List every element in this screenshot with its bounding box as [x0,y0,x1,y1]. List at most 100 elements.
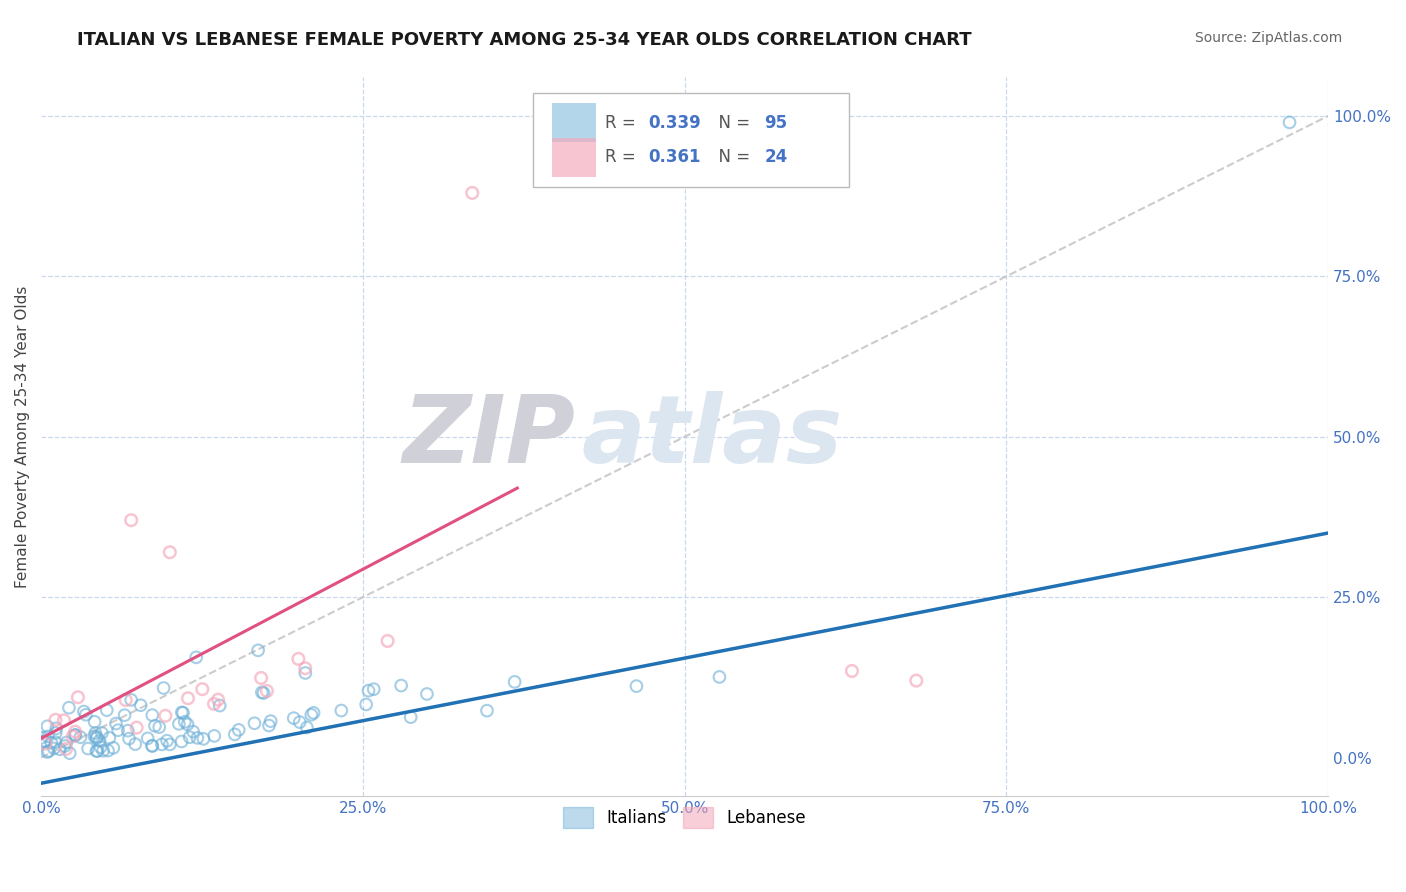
Point [202,729,225,743]
Point [125,721,148,735]
Point [287,652,309,666]
FancyBboxPatch shape [553,137,596,177]
Point [256,684,278,698]
Point [124,737,146,751]
Point [172,706,194,720]
Point [104,716,127,731]
Point [167,717,190,731]
Point [52,714,75,728]
Point [91,744,114,758]
Point [59,746,82,760]
Point [363,682,385,697]
Point [177,691,200,706]
Point [77,741,100,756]
FancyBboxPatch shape [553,103,596,142]
Text: ITALIAN VS LEBANESE FEMALE POVERTY AMONG 25-34 YEAR OLDS CORRELATION CHART: ITALIAN VS LEBANESE FEMALE POVERTY AMONG… [77,31,972,49]
Point [38,744,60,758]
Point [179,730,201,744]
Point [97,743,120,757]
Point [294,661,316,675]
Point [141,739,163,753]
Point [357,683,380,698]
Text: ZIP: ZIP [402,391,575,483]
Point [295,721,318,735]
Point [63,728,86,742]
Point [252,686,274,700]
Point [224,727,246,741]
Point [73,705,96,719]
Point [55,735,77,749]
Point [37,719,59,733]
Point [250,685,273,699]
Point [117,723,139,738]
Point [260,714,283,728]
Point [42,741,65,756]
Point [37,745,59,759]
Point [257,718,280,732]
Point [148,720,170,734]
Point [86,730,108,744]
Point [228,723,250,737]
Text: R =: R = [605,113,641,132]
Point [626,679,648,693]
Point [103,740,125,755]
Point [377,634,399,648]
Point [44,735,66,749]
Point [62,730,84,744]
Point [83,714,105,729]
Point [69,730,91,744]
Point [34,734,56,748]
Point [243,716,266,731]
Point [159,545,181,559]
Text: 0.361: 0.361 [648,148,702,166]
Point [207,692,229,706]
Point [75,707,97,722]
Point [173,714,195,729]
Point [86,744,108,758]
Point [247,643,270,657]
Point [141,708,163,723]
Point [66,690,89,705]
Point [330,704,353,718]
Point [389,679,412,693]
Point [45,722,67,736]
Point [86,731,108,746]
Point [90,726,112,740]
Point [83,729,105,743]
Point [709,670,731,684]
Point [55,742,77,756]
Point [503,674,526,689]
Point [34,737,56,751]
Point [155,708,177,723]
Point [841,664,863,678]
Point [170,706,193,720]
FancyBboxPatch shape [533,94,849,187]
Point [136,731,159,746]
Point [118,731,141,746]
Point [181,724,204,739]
Point [31,731,53,745]
Point [98,731,121,745]
Y-axis label: Female Poverty Among 25-34 Year Olds: Female Poverty Among 25-34 Year Olds [15,285,30,588]
Point [141,739,163,753]
Point [461,186,484,200]
Text: R =: R = [605,148,641,166]
Point [63,724,86,739]
Point [65,728,87,742]
Point [156,733,179,747]
Legend: Italians, Lebanese: Italians, Lebanese [557,801,813,835]
Point [294,665,316,680]
Point [34,735,56,749]
Point [186,650,208,665]
Text: 24: 24 [765,148,787,166]
Point [193,731,215,746]
Point [114,708,136,723]
Point [107,723,129,738]
Text: 95: 95 [765,113,787,132]
Point [1278,115,1301,129]
Point [120,693,142,707]
Point [399,710,422,724]
Point [49,742,72,756]
Point [84,726,107,740]
Point [114,693,136,707]
